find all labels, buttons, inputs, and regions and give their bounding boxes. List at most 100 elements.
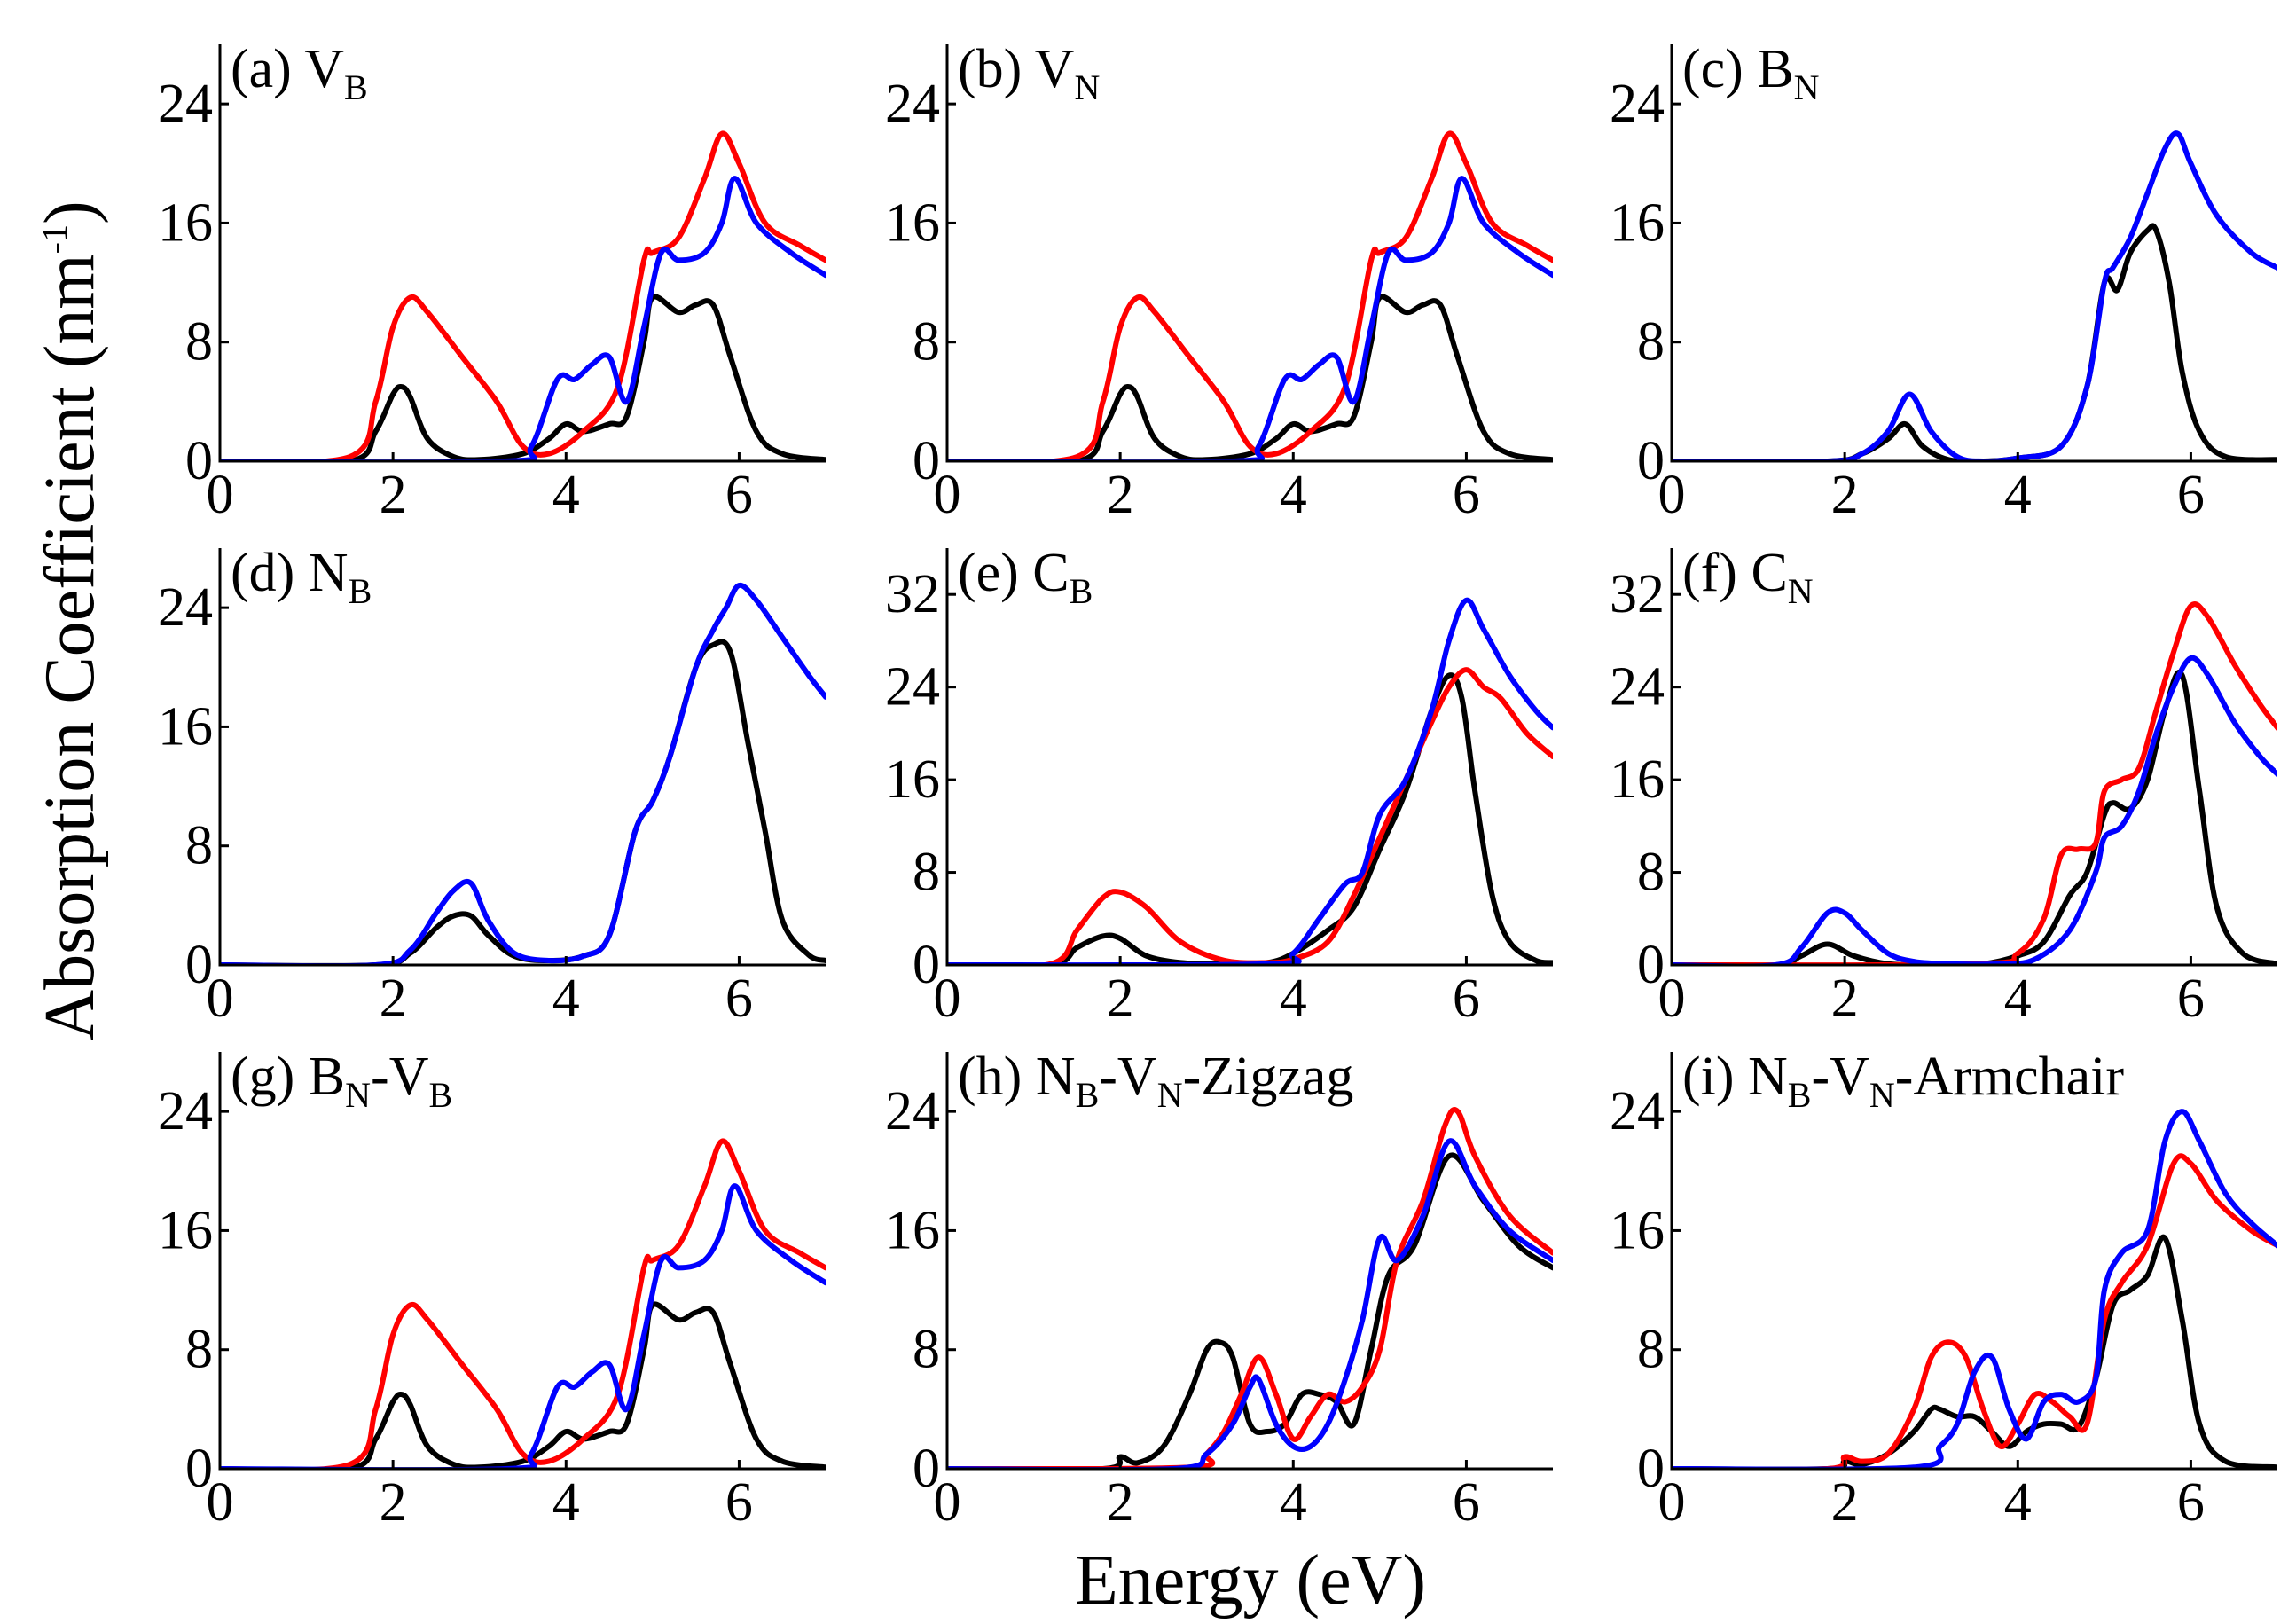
y-tick-label-e-16: 16 <box>885 749 940 810</box>
series-blue-d <box>220 582 826 965</box>
x-tick-label-i-0: 0 <box>1658 1472 1686 1533</box>
axes-frame-g <box>218 1052 826 1471</box>
y-tick-label-d-16: 16 <box>158 696 213 757</box>
series-blue-c <box>1672 130 2277 461</box>
axes-frame-b <box>945 44 1553 463</box>
x-tick-label-h-6: 6 <box>1453 1472 1480 1533</box>
series-black-b <box>947 294 1553 461</box>
series-red-a <box>220 130 826 461</box>
series-black-g <box>220 1301 826 1469</box>
y-tick-label-d-24: 24 <box>158 577 213 638</box>
x-tick-label-c-0: 0 <box>1658 465 1686 525</box>
x-tick-label-e-2: 2 <box>1107 969 1134 1029</box>
series-blue-b <box>947 176 1553 461</box>
series-black-d <box>220 639 826 965</box>
y-tick-label-c-8: 8 <box>1637 312 1665 373</box>
y-tick-label-e-24: 24 <box>885 657 940 718</box>
panel-label-e: (e) CB <box>958 543 1093 611</box>
y-tick-label-a-8: 8 <box>185 312 213 373</box>
y-tick-label-h-24: 24 <box>885 1081 940 1142</box>
y-tick-label-g-16: 16 <box>158 1200 213 1260</box>
x-tick-label-g-0: 0 <box>207 1472 234 1533</box>
x-tick-label-d-6: 6 <box>725 969 753 1029</box>
x-tick-label-b-0: 0 <box>934 465 961 525</box>
series-red-g <box>220 1138 826 1469</box>
series-blue-e <box>947 597 1553 965</box>
panel-label-d: (d) NB <box>231 543 372 611</box>
series-blue-h <box>947 1138 1553 1469</box>
y-tick-label-i-16: 16 <box>1610 1200 1665 1260</box>
x-tick-label-b-2: 2 <box>1107 465 1134 525</box>
series-blue-i <box>1672 1109 2277 1469</box>
series-black-a <box>220 294 826 461</box>
y-tick-label-c-0: 0 <box>1637 431 1665 491</box>
x-tick-label-c-6: 6 <box>2177 465 2205 525</box>
y-tick-label-b-16: 16 <box>885 192 940 253</box>
series-blue-a <box>220 176 826 461</box>
y-tick-label-c-24: 24 <box>1610 74 1665 134</box>
x-tick-label-b-6: 6 <box>1453 465 1480 525</box>
panel-label-g: (g) BN-VB <box>231 1047 452 1115</box>
panel-label-c: (c) BN <box>1682 39 1820 107</box>
x-tick-label-i-2: 2 <box>1831 1472 1859 1533</box>
y-tick-label-e-32: 32 <box>885 564 940 624</box>
x-tick-label-a-6: 6 <box>725 465 753 525</box>
series-black-h <box>947 1152 1553 1469</box>
y-tick-label-i-8: 8 <box>1637 1320 1665 1380</box>
series-red-b <box>947 130 1553 461</box>
y-tick-label-b-0: 0 <box>913 431 940 491</box>
x-tick-label-e-4: 4 <box>1280 969 1307 1029</box>
x-tick-label-a-4: 4 <box>552 465 580 525</box>
panel-label-a: (a) VB <box>231 39 368 107</box>
series-black-f <box>1672 670 2277 965</box>
x-tick-label-f-4: 4 <box>2004 969 2032 1029</box>
panel-label-f: (f) CN <box>1682 543 1814 611</box>
y-tick-label-d-0: 0 <box>185 935 213 995</box>
x-tick-label-f-0: 0 <box>1658 969 1686 1029</box>
x-tick-label-e-6: 6 <box>1453 969 1480 1029</box>
y-tick-label-a-0: 0 <box>185 431 213 491</box>
x-tick-label-d-4: 4 <box>552 969 580 1029</box>
x-tick-label-c-2: 2 <box>1831 465 1859 525</box>
x-tick-label-a-0: 0 <box>207 465 234 525</box>
y-tick-label-h-16: 16 <box>885 1200 940 1260</box>
x-tick-label-h-2: 2 <box>1107 1472 1134 1533</box>
y-tick-label-d-8: 8 <box>185 816 213 876</box>
x-axis-title: Energy (eV) <box>1075 1542 1426 1620</box>
series-black-c <box>1672 223 2277 461</box>
x-tick-label-g-6: 6 <box>725 1472 753 1533</box>
series-red-e <box>947 667 1553 965</box>
series-black-i <box>1672 1234 2277 1469</box>
y-tick-label-f-16: 16 <box>1610 749 1665 810</box>
y-tick-label-f-8: 8 <box>1637 843 1665 903</box>
x-tick-label-b-4: 4 <box>1280 465 1307 525</box>
x-tick-label-i-6: 6 <box>2177 1472 2205 1533</box>
y-tick-label-c-16: 16 <box>1610 192 1665 253</box>
series-blue-g <box>220 1183 826 1469</box>
y-tick-label-g-24: 24 <box>158 1081 213 1142</box>
y-tick-label-h-8: 8 <box>913 1320 940 1380</box>
series-blue-f <box>1672 655 2277 965</box>
y-tick-label-f-32: 32 <box>1610 564 1665 624</box>
y-tick-label-f-24: 24 <box>1610 657 1665 718</box>
series-red-i <box>1672 1153 2277 1469</box>
y-tick-label-b-8: 8 <box>913 312 940 373</box>
series-black-e <box>947 672 1553 965</box>
y-tick-label-h-0: 0 <box>913 1439 940 1499</box>
y-axis-title: Absorption Coefficient (nm-1) <box>31 200 109 1040</box>
x-tick-label-d-2: 2 <box>380 969 407 1029</box>
x-tick-label-h-0: 0 <box>934 1472 961 1533</box>
x-tick-label-f-2: 2 <box>1831 969 1859 1029</box>
axes-frame-a <box>218 44 826 463</box>
panel-label-i: (i) NB-VN-Armchair <box>1682 1047 2124 1115</box>
y-tick-label-i-24: 24 <box>1610 1081 1665 1142</box>
x-tick-label-e-0: 0 <box>934 969 961 1029</box>
